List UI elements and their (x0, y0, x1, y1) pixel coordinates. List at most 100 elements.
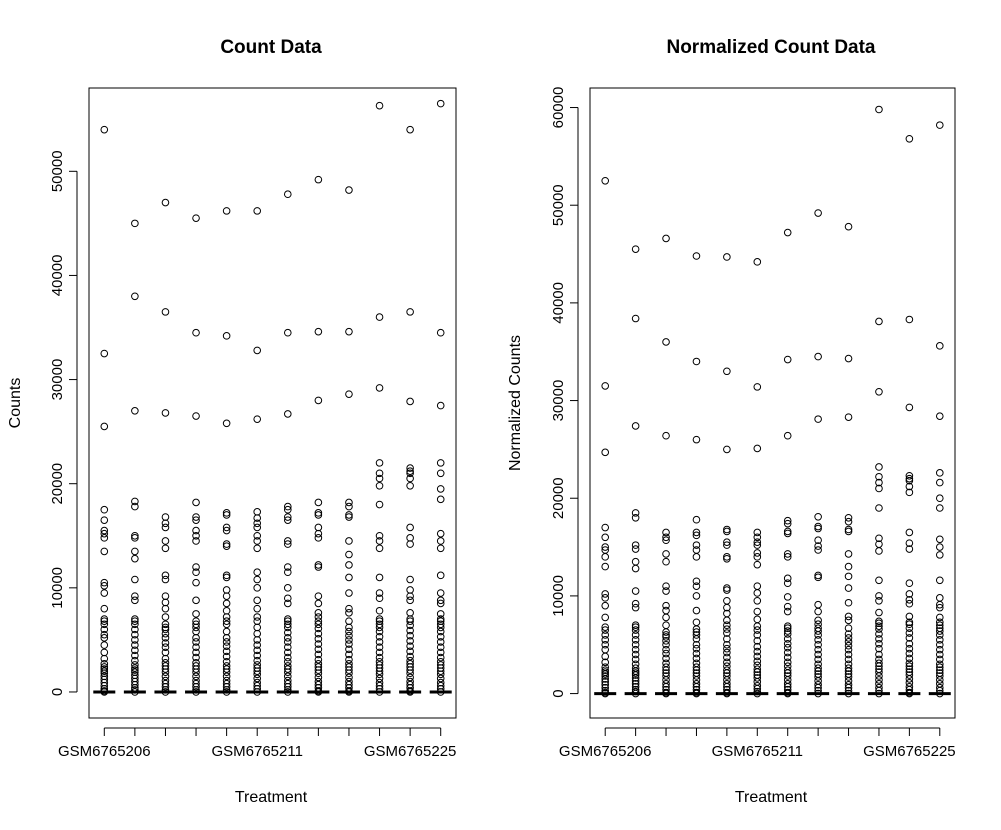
data-point (601, 382, 610, 390)
y-tick-label: 20000 (550, 477, 567, 519)
data-point (131, 620, 139, 629)
data-point (436, 544, 445, 553)
data-point (406, 673, 414, 682)
data-point (222, 207, 231, 215)
data-point (844, 584, 853, 592)
data-point (662, 637, 670, 645)
data-point (905, 649, 914, 658)
data-point (100, 688, 109, 696)
data-point (875, 484, 883, 493)
data-point (814, 631, 822, 639)
data-point (345, 537, 353, 545)
data-point (314, 609, 323, 617)
data-point (192, 627, 200, 636)
data-point (905, 624, 914, 632)
data-point (935, 686, 944, 695)
data-point (100, 529, 109, 538)
data-point (100, 630, 109, 639)
data-point (692, 592, 701, 600)
data-point (436, 615, 445, 623)
data-point (406, 575, 414, 584)
data-point (192, 610, 200, 618)
data-point (253, 641, 262, 649)
data-point (283, 657, 292, 666)
data-point (192, 682, 200, 691)
data-point (844, 664, 853, 672)
data-point (723, 640, 731, 649)
data-point (253, 531, 262, 540)
data-point (253, 568, 262, 577)
y-tick-label: 60000 (550, 87, 567, 129)
data-point (875, 619, 883, 628)
data-point (192, 596, 200, 605)
data-point (222, 523, 231, 532)
data-point (844, 638, 853, 646)
data-point (161, 519, 170, 528)
data-point (814, 683, 822, 692)
data-point (406, 631, 414, 640)
data-point (662, 587, 670, 595)
data-point (222, 620, 231, 629)
y-tick-label: 40000 (49, 255, 66, 297)
data-point (844, 513, 853, 522)
data-point (814, 645, 822, 654)
data-point (192, 634, 200, 642)
data-point (783, 527, 792, 536)
data-point (314, 640, 323, 648)
data-point (783, 653, 792, 662)
data-point (436, 627, 445, 636)
data-point (844, 598, 853, 607)
data-point (935, 603, 944, 612)
data-point (283, 634, 292, 642)
y-axis-label: Counts (7, 378, 24, 429)
data-point (345, 502, 353, 511)
data-point (131, 592, 139, 600)
data-point (314, 599, 323, 608)
y-tick-label: 30000 (49, 359, 66, 401)
data-point (631, 650, 640, 659)
data-point (631, 640, 640, 649)
data-point (783, 635, 792, 643)
data-point (406, 647, 414, 656)
series-11 (898, 134, 921, 698)
data-point (935, 631, 944, 639)
data-point (192, 498, 200, 507)
data-point (723, 603, 731, 612)
data-point (631, 541, 640, 549)
data-point (100, 516, 109, 524)
data-point (875, 504, 883, 512)
series-2 (624, 245, 647, 698)
data-point (222, 688, 231, 696)
data-point (283, 502, 292, 511)
data-point (875, 596, 883, 605)
data-point (814, 600, 822, 609)
data-point (253, 623, 262, 632)
data-point (631, 687, 640, 696)
y-tick-label: 50000 (49, 150, 66, 192)
data-point (631, 557, 640, 566)
data-point (253, 596, 262, 605)
data-point (283, 623, 292, 632)
data-point (253, 636, 262, 644)
data-point (283, 628, 292, 637)
data-point (692, 606, 701, 615)
data-point (436, 469, 445, 478)
data-point (844, 686, 853, 695)
data-point (783, 607, 792, 616)
data-point (314, 669, 323, 678)
data-point (875, 639, 883, 648)
data-point (406, 397, 414, 406)
data-point (601, 675, 610, 683)
data-point (692, 672, 701, 680)
data-point (345, 498, 353, 507)
data-point (935, 551, 944, 559)
data-point (100, 526, 109, 535)
data-point (406, 464, 414, 472)
data-point (375, 500, 384, 509)
data-point (783, 553, 792, 561)
data-point (375, 469, 384, 478)
data-point (283, 540, 292, 548)
data-point (436, 620, 445, 629)
data-point (844, 641, 853, 650)
data-point (436, 623, 445, 632)
